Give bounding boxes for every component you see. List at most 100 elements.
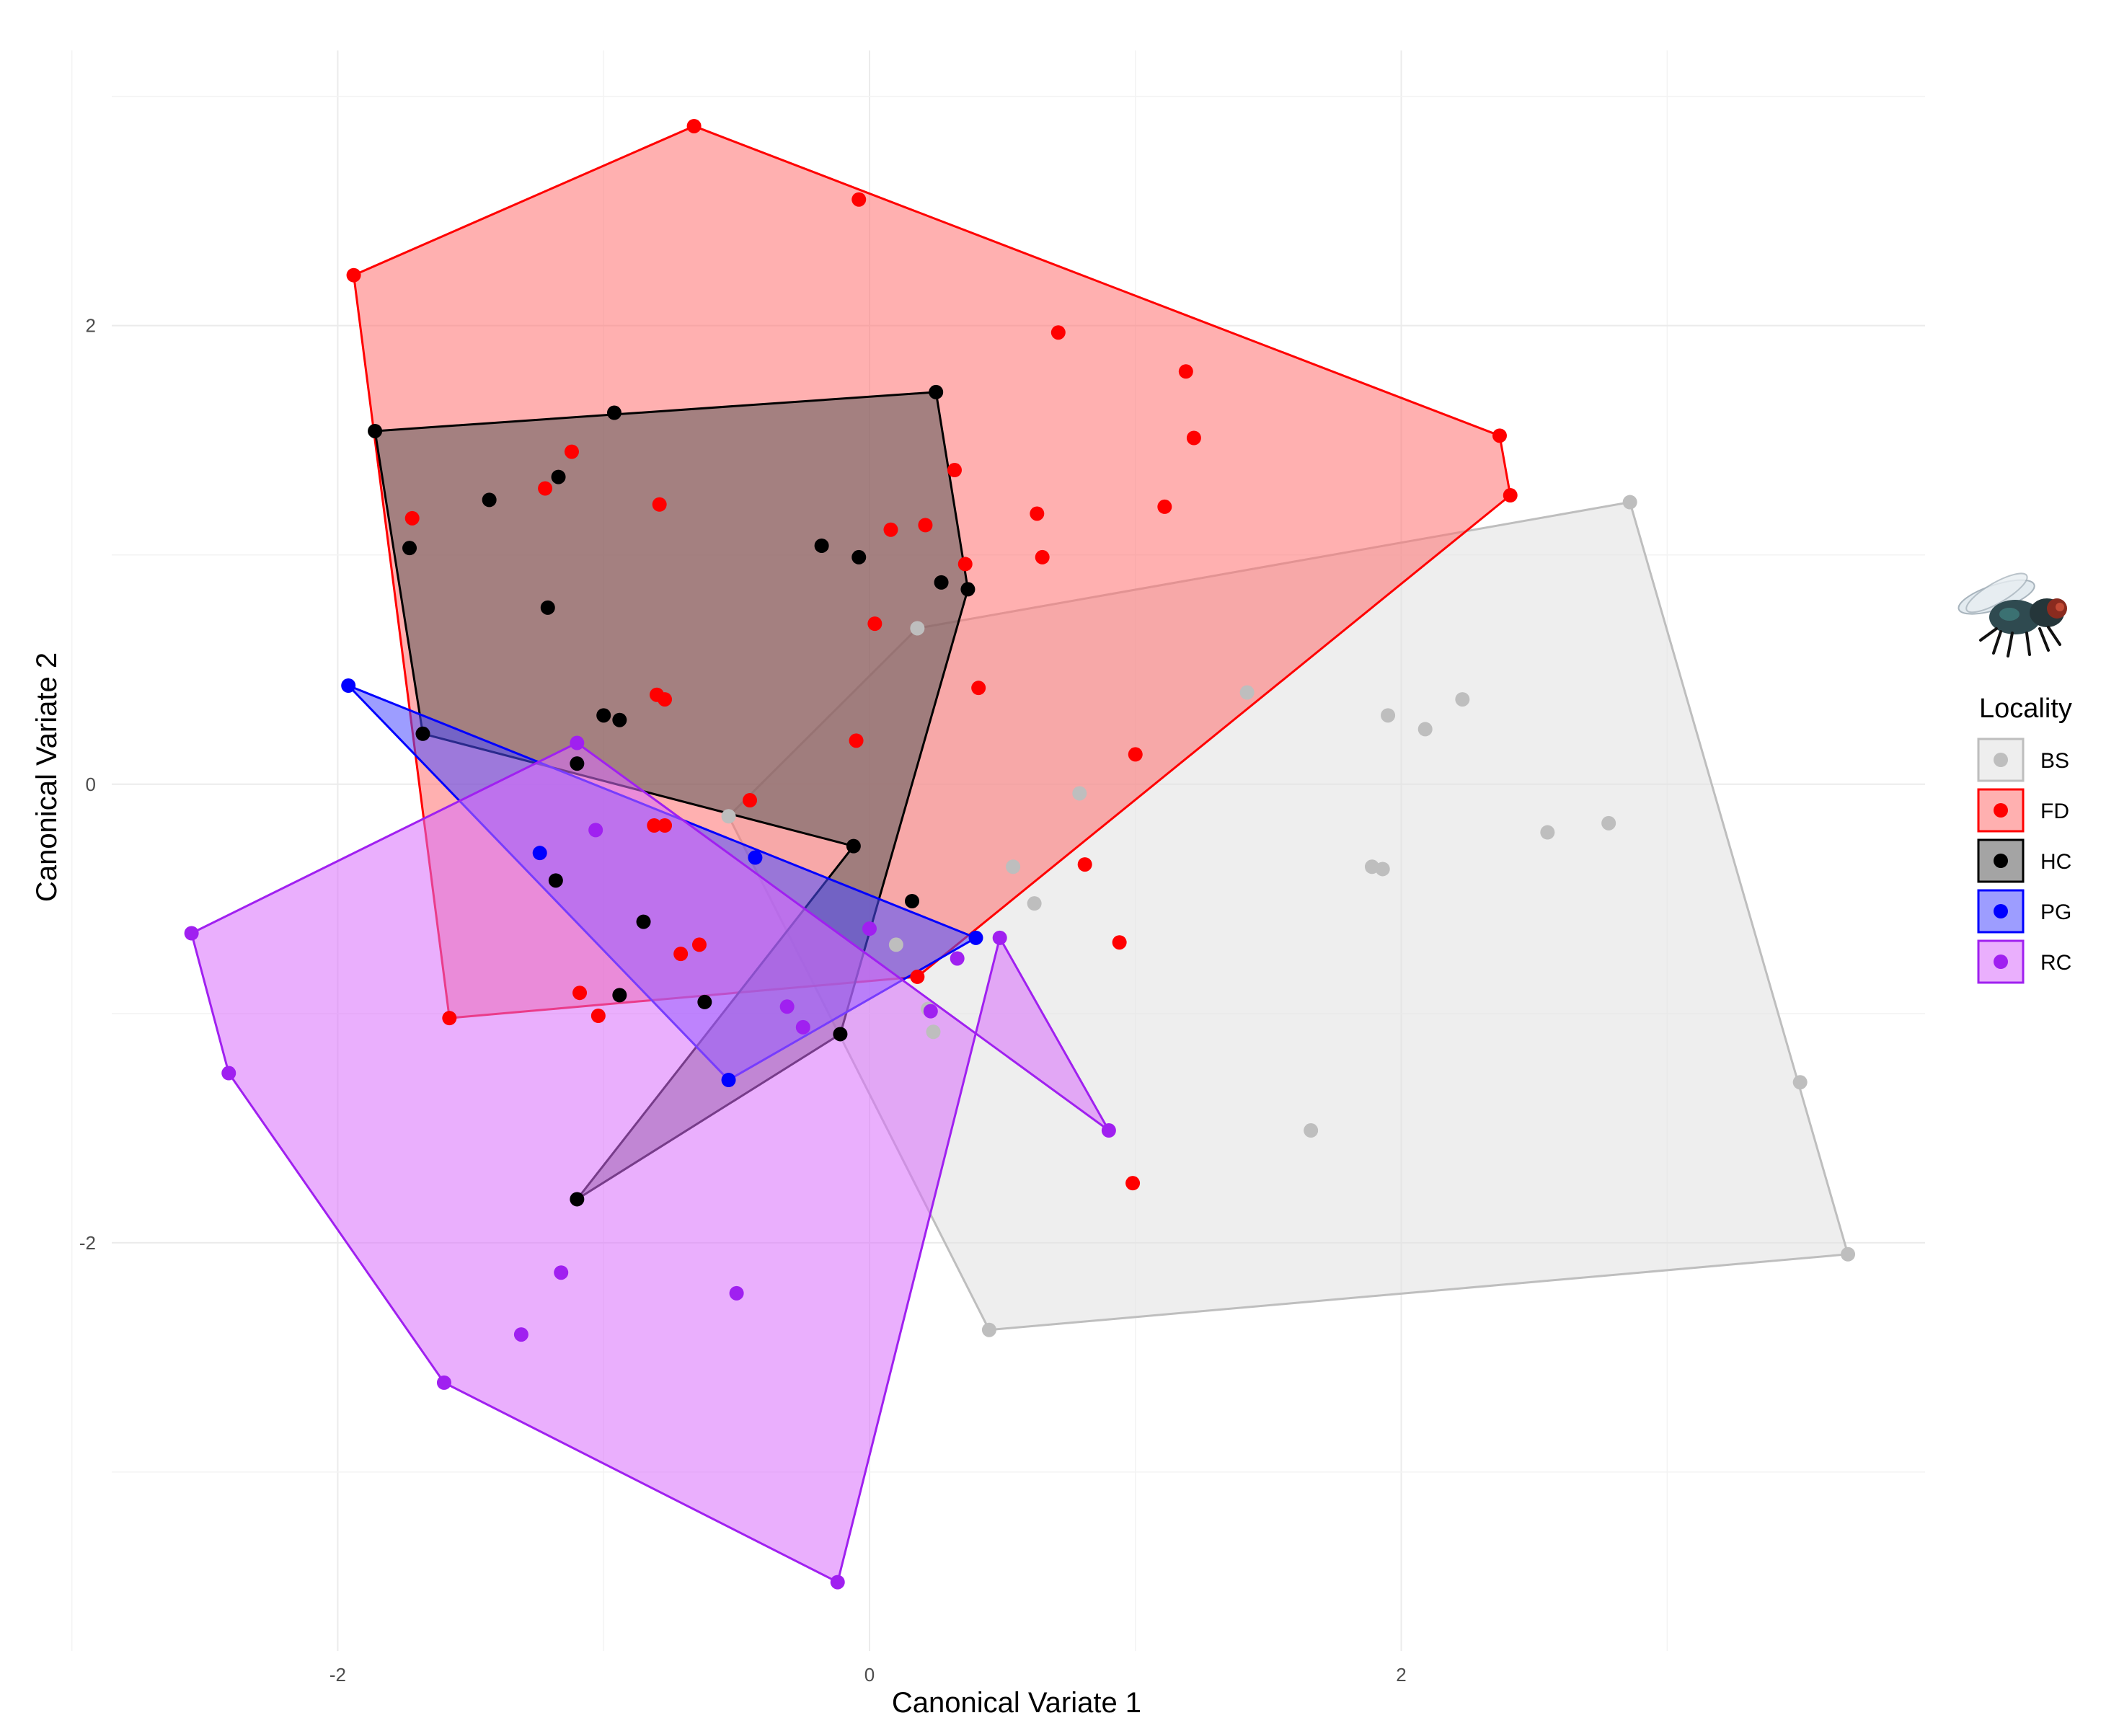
- point-rc: [221, 1066, 236, 1081]
- point-rc: [950, 951, 965, 966]
- point-bs: [1455, 692, 1470, 707]
- point-fd: [673, 947, 689, 962]
- point-fd: [572, 986, 588, 1001]
- point-fd: [1125, 1176, 1141, 1191]
- point-fd: [652, 497, 667, 512]
- point-bs: [1304, 1123, 1319, 1138]
- legend-label: BS: [2040, 749, 2069, 773]
- point-bs: [1622, 495, 1637, 510]
- point-hc: [960, 582, 976, 597]
- legend-key-dot: [1994, 955, 2008, 969]
- legend-key-dot: [1994, 854, 2008, 868]
- point-pg: [341, 678, 356, 694]
- point-hc: [482, 492, 497, 508]
- legend-label: PG: [2040, 900, 2071, 924]
- point-fd: [564, 444, 579, 459]
- point-rc: [795, 1019, 810, 1035]
- legend: BS FD HC PG RC: [1977, 738, 2071, 984]
- y-axis-ticks: -2 0 2: [79, 315, 96, 1254]
- legend-item-pg: PG: [1977, 889, 2071, 934]
- point-fd: [743, 793, 758, 808]
- point-fd: [957, 557, 973, 572]
- point-fd: [538, 481, 553, 496]
- point-hc: [929, 384, 944, 399]
- point-hc: [833, 1027, 848, 1042]
- legend-item-bs: BS: [1977, 738, 2069, 782]
- point-bs: [1006, 859, 1021, 874]
- point-fd: [404, 510, 420, 526]
- point-pg: [748, 850, 763, 865]
- legend-item-rc: RC: [1977, 939, 2071, 984]
- point-fd: [647, 818, 662, 833]
- point-rc: [570, 735, 585, 750]
- point-fd: [910, 969, 925, 984]
- point-hc: [570, 1192, 585, 1207]
- point-rc: [436, 1375, 451, 1390]
- point-hc: [636, 914, 651, 929]
- y-axis-title: Canonical Variate 2: [31, 652, 63, 902]
- point-hc: [570, 756, 585, 771]
- point-rc: [992, 930, 1007, 945]
- point-hc: [551, 469, 566, 484]
- legend-title: Locality: [1979, 694, 2072, 724]
- point-bs: [1072, 786, 1087, 801]
- legend-key-dot: [1994, 803, 2008, 818]
- x-tick-label: -2: [329, 1664, 346, 1686]
- point-hc: [548, 873, 563, 888]
- point-fd: [849, 733, 864, 748]
- legend-label: RC: [2040, 951, 2071, 975]
- point-bs: [926, 1024, 941, 1040]
- point-hc: [851, 549, 867, 564]
- point-rc: [830, 1575, 845, 1590]
- point-hc: [415, 726, 430, 741]
- point-rc: [862, 921, 877, 936]
- point-fd: [1128, 747, 1143, 762]
- point-fd: [346, 267, 361, 283]
- point-bs: [1601, 815, 1616, 831]
- point-fd: [590, 1008, 606, 1023]
- point-bs: [1792, 1075, 1808, 1090]
- hull-rc: [190, 742, 1110, 1584]
- point-rc: [588, 823, 603, 838]
- point-bs: [981, 1322, 996, 1337]
- point-layer: [184, 118, 1856, 1590]
- point-pg: [968, 930, 983, 945]
- point-fd: [1492, 428, 1507, 443]
- y-tick-label: -2: [79, 1232, 96, 1254]
- point-fd: [1035, 549, 1050, 564]
- x-axis-title: Canonical Variate 1: [892, 1687, 1141, 1719]
- point-bs: [1027, 896, 1042, 911]
- point-rc: [184, 926, 199, 941]
- point-pg: [721, 1073, 736, 1088]
- point-fd: [442, 1011, 457, 1026]
- point-fd: [1186, 430, 1201, 446]
- point-hc: [540, 600, 555, 615]
- legend-key-dot: [1994, 904, 2008, 918]
- point-fd: [947, 463, 962, 478]
- point-rc: [513, 1327, 528, 1342]
- point-fd: [867, 616, 882, 632]
- point-bs: [888, 937, 903, 952]
- point-fd: [1077, 857, 1092, 872]
- point-hc: [814, 538, 829, 553]
- point-bs: [1239, 685, 1255, 700]
- point-fd: [658, 692, 673, 707]
- x-axis-ticks: -2 0 2: [329, 1664, 1407, 1686]
- legend-key-dot: [1994, 753, 2008, 767]
- point-fd: [971, 681, 986, 696]
- point-fd: [686, 118, 702, 133]
- legend-label: HC: [2040, 850, 2071, 874]
- point-rc: [1101, 1123, 1116, 1138]
- point-bs: [910, 621, 925, 636]
- point-bs: [721, 809, 736, 824]
- point-fd: [1178, 364, 1193, 379]
- legend-item-fd: FD: [1977, 788, 2069, 833]
- point-fd: [851, 192, 867, 207]
- point-hc: [606, 405, 621, 420]
- point-bs: [1540, 825, 1555, 840]
- point-fd: [1030, 506, 1045, 521]
- point-bs: [1417, 722, 1433, 737]
- point-bs: [1381, 708, 1396, 723]
- point-rc: [729, 1285, 744, 1301]
